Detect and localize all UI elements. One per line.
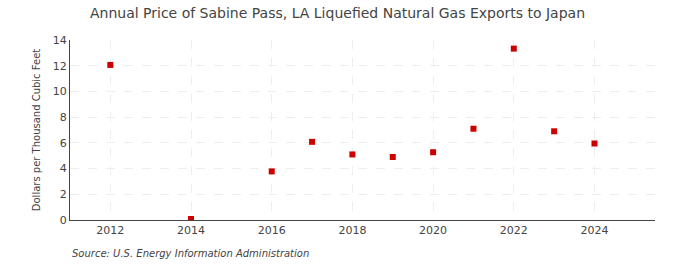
svg-text:Annual Price of Sabine Pass, L: Annual Price of Sabine Pass, LA Liquefie… xyxy=(90,5,585,21)
svg-text:2016: 2016 xyxy=(258,224,286,237)
svg-text:10: 10 xyxy=(53,85,67,98)
svg-text:12: 12 xyxy=(53,60,67,73)
svg-text:8: 8 xyxy=(60,111,67,124)
svg-text:2020: 2020 xyxy=(419,224,447,237)
svg-text:2024: 2024 xyxy=(580,224,608,237)
svg-text:Dollars per Thousand Cubic Fee: Dollars per Thousand Cubic Feet xyxy=(31,49,42,212)
svg-text:2022: 2022 xyxy=(500,224,528,237)
svg-text:Source: U.S. Energy Informatio: Source: U.S. Energy Information Administ… xyxy=(72,248,309,259)
svg-text:4: 4 xyxy=(60,162,67,175)
svg-text:2014: 2014 xyxy=(177,224,205,237)
svg-text:2: 2 xyxy=(60,188,67,201)
svg-text:14: 14 xyxy=(53,34,67,47)
svg-text:2018: 2018 xyxy=(338,224,366,237)
svg-text:6: 6 xyxy=(60,137,67,150)
svg-text:2012: 2012 xyxy=(96,224,124,237)
svg-text:0: 0 xyxy=(60,214,67,227)
